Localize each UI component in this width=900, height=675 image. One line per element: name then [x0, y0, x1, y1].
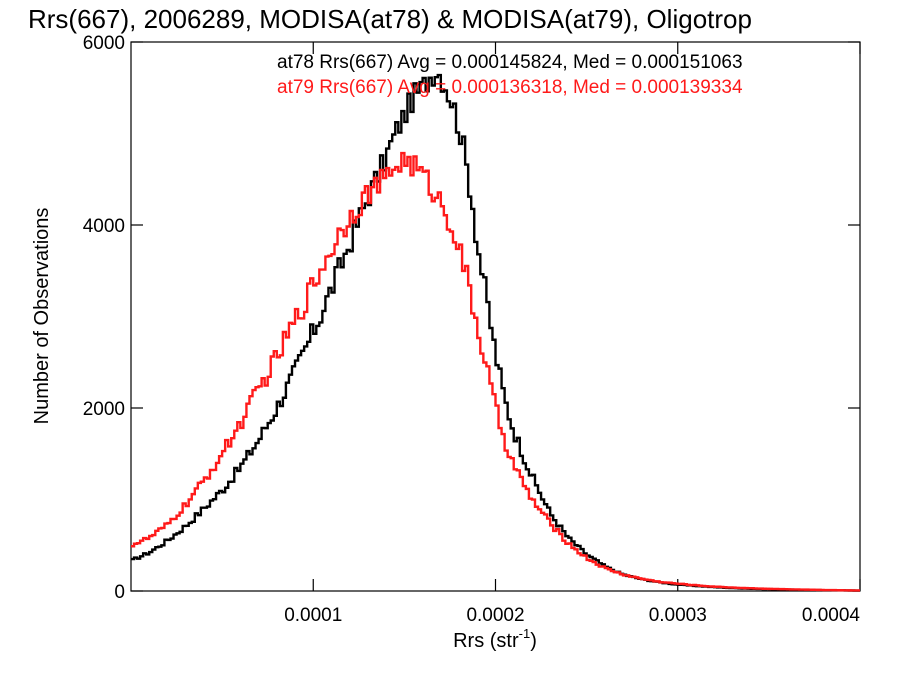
series-at79-histogram: [131, 151, 860, 592]
series-at78-histogram: [131, 73, 860, 592]
x-tick-label: 0.0001: [284, 605, 342, 626]
y-axis-label: Number of Observations: [31, 208, 53, 425]
y-tick-label: 6000: [83, 33, 125, 54]
x-axis-ticks: 0.0001 0.0002 0.0003 0.0004: [284, 42, 861, 626]
y-tick-label: 4000: [83, 216, 125, 237]
x-axis-label-exponent: -1: [519, 626, 531, 641]
x-tick-label: 0.0004: [802, 605, 861, 626]
y-axis-ticks: 0 2000 4000 6000: [83, 33, 860, 603]
x-axis-label: Rrs (str-1): [453, 626, 537, 652]
chart-title: Rrs(667), 2006289, MODISA(at78) & MODISA…: [28, 4, 752, 34]
histogram-series: [131, 73, 860, 592]
y-tick-label: 0: [114, 582, 125, 603]
y-tick-label: 2000: [83, 399, 125, 420]
x-axis-label-main: Rrs (str: [453, 630, 519, 652]
x-tick-label: 0.0003: [649, 605, 707, 626]
annotation-at79: at79 Rrs(667) Avg = 0.000136318, Med = 0…: [277, 77, 743, 98]
annotation-at78: at78 Rrs(667) Avg = 0.000145824, Med = 0…: [277, 52, 743, 73]
plot-frame: [130, 41, 861, 592]
x-axis-label-end: ): [530, 630, 537, 652]
x-tick-label: 0.0002: [466, 605, 524, 626]
